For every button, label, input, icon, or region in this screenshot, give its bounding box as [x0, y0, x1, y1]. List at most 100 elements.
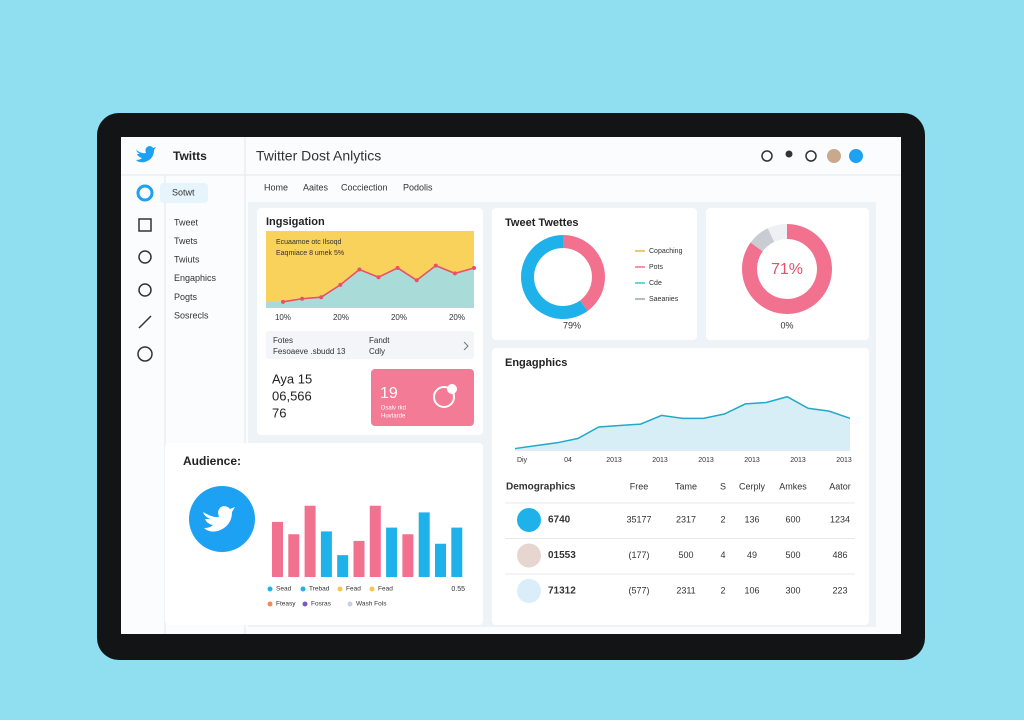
stat: Aya 15 [272, 371, 312, 386]
cell: 35177 [626, 514, 651, 524]
x-label: 2013 [606, 457, 622, 464]
cell: (177) [628, 550, 649, 560]
active-label[interactable]: Sotwt [172, 187, 195, 197]
cell: 136 [744, 514, 759, 524]
audience-bird [203, 506, 235, 532]
nav-item[interactable]: Cocciection [341, 182, 388, 192]
legend-swatch [267, 586, 273, 592]
x-label: 2013 [836, 457, 852, 464]
legend-text: Fead [346, 586, 361, 593]
legend-text: Copaching [649, 248, 683, 255]
menu-item[interactable]: Twiuts [174, 255, 200, 265]
cell: 300 [785, 585, 800, 595]
legend-swatch [337, 586, 343, 592]
cell: 01553 [548, 550, 576, 561]
bar [304, 505, 316, 577]
search-icon[interactable] [761, 150, 773, 162]
legend-swatch [347, 601, 353, 607]
cell: 500 [678, 550, 693, 560]
x-label: 10% [275, 313, 291, 322]
donut-label: 79% [563, 320, 581, 330]
nav-item[interactable]: Podolis [403, 182, 433, 192]
bar [402, 534, 414, 577]
legend-text: Trebad [309, 586, 330, 593]
bar [418, 512, 430, 577]
legend-text: Fteasy [276, 601, 296, 608]
chevron[interactable] [463, 341, 469, 351]
legend-swatch [302, 601, 308, 607]
cell: 4 [720, 550, 725, 560]
logo [136, 146, 156, 163]
menu-item[interactable]: Sosrecls [174, 310, 209, 320]
menu-item[interactable]: Engaphics [174, 273, 217, 283]
column-header: Free [630, 481, 649, 491]
settings-icon[interactable] [805, 150, 817, 162]
donut-segment [767, 224, 787, 242]
bar [272, 521, 283, 577]
nav-item[interactable]: Home [264, 182, 288, 192]
column-header: Tame [675, 481, 697, 491]
stat: 76 [272, 405, 286, 420]
card-title: Audience: [183, 454, 241, 468]
legend-text: Fosras [311, 601, 332, 608]
column-header: Cerply [739, 481, 766, 491]
notify-icon[interactable] [849, 149, 863, 163]
point [300, 296, 305, 301]
summary-value: Cdly [369, 347, 385, 356]
highlight-line: Huvtarde [381, 414, 406, 420]
point [281, 299, 285, 304]
bar [386, 527, 398, 577]
legend-note: 0.55 [451, 586, 465, 593]
bar [451, 527, 463, 577]
point [414, 278, 419, 283]
app-name: Twitts [173, 149, 207, 163]
legend-text: Ecuaamoe otc Ilsoqd [276, 239, 341, 246]
highlight-icon [433, 386, 455, 408]
legend-swatch [369, 586, 375, 592]
cell: 1234 [830, 514, 850, 524]
legend-text: Cde [649, 280, 662, 287]
menu-item[interactable]: Twets [174, 236, 198, 246]
column-header: S [720, 481, 726, 491]
column-header: Aator [829, 481, 851, 491]
stat: 06,566 [272, 388, 312, 403]
cell: 600 [785, 514, 800, 524]
x-label: 2013 [698, 457, 714, 464]
point [395, 265, 400, 270]
bar [369, 505, 381, 577]
user-icon[interactable] [785, 150, 793, 158]
legend-text: Eaqmiace 8 umek 5% [276, 250, 344, 257]
avatar[interactable] [827, 149, 841, 163]
menu-item[interactable]: Pogts [174, 292, 198, 302]
cell: 2 [720, 514, 725, 524]
point [338, 282, 343, 287]
x-label: 20% [449, 313, 465, 322]
page-title: Twitter Dost Anlytics [256, 148, 381, 164]
legend-swatch [300, 586, 306, 592]
bar [288, 534, 300, 577]
summary-label: Fandt [369, 336, 390, 345]
active-item[interactable] [160, 183, 208, 203]
cell: 2 [720, 585, 725, 595]
menu-item[interactable]: Tweet [174, 217, 199, 227]
bar [435, 543, 446, 577]
donut-segment [521, 235, 588, 319]
x-label: 2013 [652, 457, 668, 464]
donut-segment [563, 235, 605, 311]
avatar [517, 579, 541, 603]
avatar [517, 508, 541, 532]
avatar [517, 543, 541, 568]
x-label: 20% [333, 313, 349, 322]
donut-segment [742, 224, 832, 314]
cell: 71312 [548, 586, 576, 597]
nav-item[interactable]: Aaites [303, 182, 329, 192]
legend-text: Fead [378, 586, 393, 593]
cell: 486 [832, 550, 847, 560]
x-label: 20% [391, 313, 407, 322]
legend-text: Pots [649, 264, 664, 271]
cell: 2311 [676, 585, 695, 595]
line [514, 395, 851, 450]
card-title: Ingsigation [266, 216, 325, 228]
